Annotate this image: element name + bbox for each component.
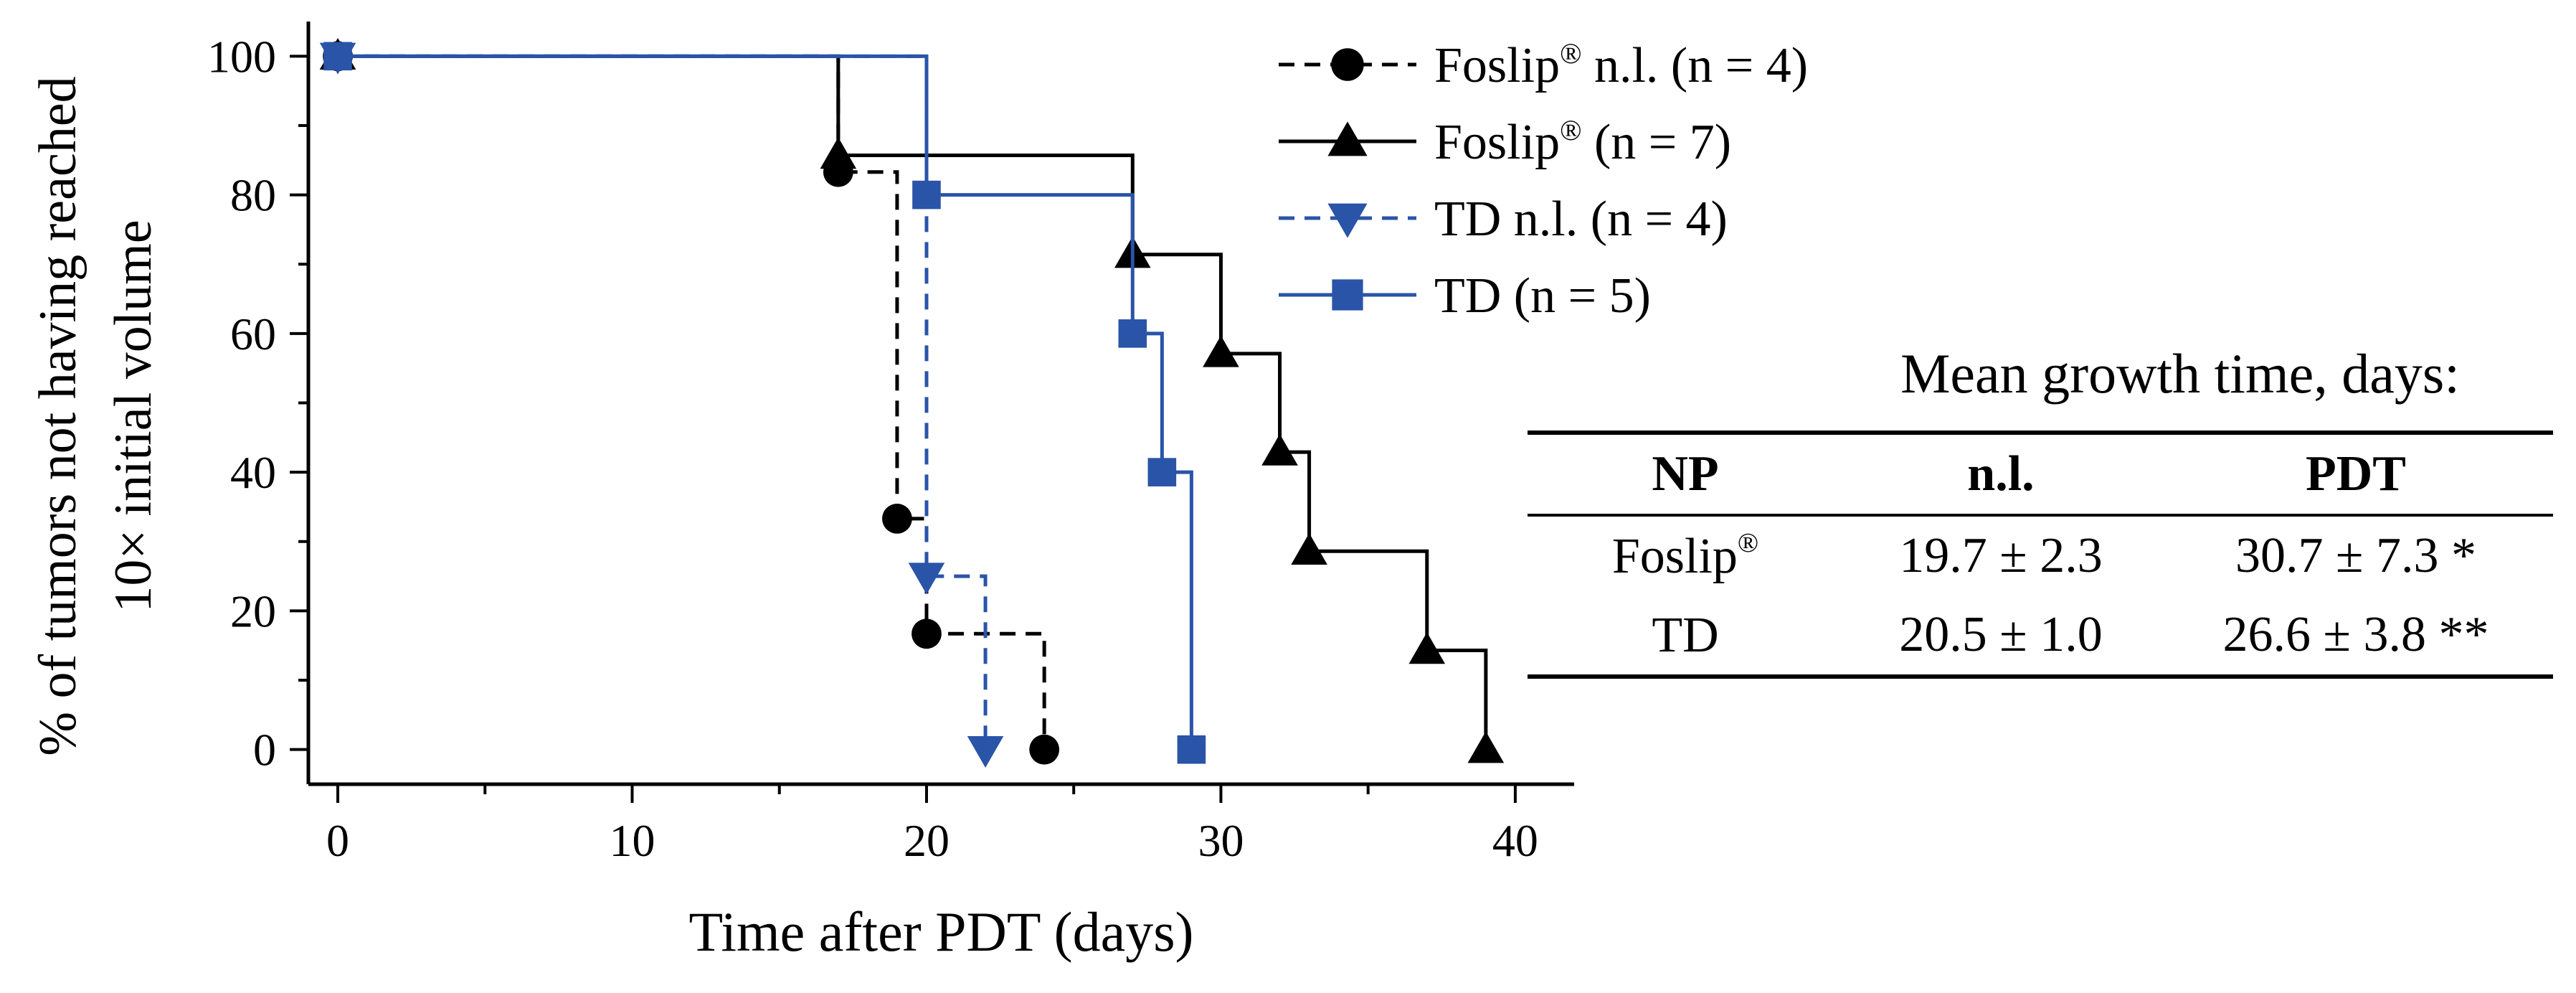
header-pdt: PDT bbox=[2159, 430, 2553, 517]
registered-mark: ® bbox=[1737, 527, 1759, 558]
data-point bbox=[1467, 731, 1505, 763]
row-nl-value: 20.5 ± 1.0 bbox=[1843, 596, 2159, 679]
data-point bbox=[911, 618, 942, 649]
x-tick-label: 10 bbox=[610, 815, 655, 866]
data-point bbox=[319, 42, 356, 75]
x-tick-label: 40 bbox=[1492, 815, 1538, 866]
legend-marker bbox=[1331, 48, 1364, 81]
x-tick-label: 30 bbox=[1198, 815, 1244, 866]
row-np: TD bbox=[1528, 596, 1843, 679]
data-point bbox=[1029, 734, 1060, 765]
row-pdt-value: 30.7 ± 7.3 * bbox=[2235, 528, 2476, 583]
legend: Foslip® n.l. (n = 4) Foslip® (n = 7) TD n.… bbox=[1279, 37, 1808, 324]
data-point bbox=[908, 563, 945, 595]
mean-growth-table: NP n.l. PDT Foslip® 19.7 ± 2.3 30.7 ± 7.… bbox=[1528, 430, 2553, 679]
header-nl: n.l. bbox=[1843, 430, 2159, 517]
legend-label: TD n.l. (n = 4) bbox=[1434, 192, 1728, 247]
data-point bbox=[882, 503, 912, 534]
legend-marker bbox=[1332, 279, 1363, 311]
y-tick-label: 0 bbox=[253, 725, 276, 776]
y-tick-label: 40 bbox=[230, 447, 276, 498]
legend-marker bbox=[1327, 203, 1368, 238]
x-tick-label: 0 bbox=[326, 815, 349, 866]
legend-item: Foslip® (n = 7) bbox=[1279, 114, 1731, 170]
legend-item: TD (n = 5) bbox=[1279, 268, 1651, 324]
legend-label: Foslip® (n = 7) bbox=[1434, 114, 1731, 170]
x-axis-label: Time after PDT (days) bbox=[688, 900, 1193, 963]
y-tick-label: 60 bbox=[230, 309, 276, 359]
series-0 bbox=[323, 41, 1060, 765]
data-point bbox=[1261, 433, 1298, 466]
header-np: NP bbox=[1528, 430, 1843, 517]
legend-marker bbox=[1327, 121, 1368, 156]
series-1 bbox=[319, 38, 1505, 763]
x-tick-label: 20 bbox=[904, 815, 950, 866]
data-point bbox=[823, 156, 853, 187]
row-nl-value: 19.7 ± 2.3 bbox=[1899, 528, 2103, 583]
series-line bbox=[338, 54, 1488, 750]
legend-item: Foslip® n.l. (n = 4) bbox=[1279, 37, 1808, 93]
y-axis-label-line-2: 10× initial volume bbox=[104, 220, 163, 612]
np-label: TD bbox=[1652, 607, 1719, 663]
data-point bbox=[1408, 632, 1446, 664]
table-row: Foslip® 19.7 ± 2.3 30.7 ± 7.3 * bbox=[1528, 515, 2553, 596]
data-point bbox=[1177, 735, 1206, 764]
series-line bbox=[338, 54, 1046, 750]
table-row: TD 20.5 ± 1.0 26.6 ± 3.8 ** bbox=[1528, 596, 2553, 679]
data-point bbox=[967, 735, 1004, 768]
data-point bbox=[1118, 319, 1147, 348]
legend-label: Foslip® n.l. (n = 4) bbox=[1434, 37, 1808, 93]
y-axis-label-line-1: % of tumors not having reached bbox=[29, 76, 87, 756]
table-header-row: NP n.l. PDT bbox=[1528, 430, 2553, 517]
legend-label: TD (n = 5) bbox=[1434, 268, 1651, 324]
series-line bbox=[338, 54, 988, 750]
series-2 bbox=[319, 42, 1004, 768]
data-point bbox=[1291, 533, 1327, 565]
legend-item: TD n.l. (n = 4) bbox=[1279, 192, 1728, 247]
series-line bbox=[338, 54, 1193, 750]
series-3 bbox=[323, 42, 1206, 764]
y-tick-label: 100 bbox=[207, 31, 276, 82]
mean-growth-title: Mean growth time, days: bbox=[1900, 342, 2460, 405]
y-tick-label: 80 bbox=[230, 170, 276, 221]
y-tick-label: 20 bbox=[230, 585, 276, 636]
row-pdt-value: 26.6 ± 3.8 ** bbox=[2159, 596, 2553, 679]
series-layer bbox=[319, 38, 1505, 768]
data-point bbox=[1203, 335, 1239, 367]
row-np: Foslip® bbox=[1528, 515, 1843, 596]
data-point bbox=[1147, 458, 1177, 486]
np-label: Foslip bbox=[1611, 528, 1738, 584]
axes: 0 10 20 30 40 0 20 40 60 80 100 Time after PDT (day… bbox=[29, 22, 1574, 963]
